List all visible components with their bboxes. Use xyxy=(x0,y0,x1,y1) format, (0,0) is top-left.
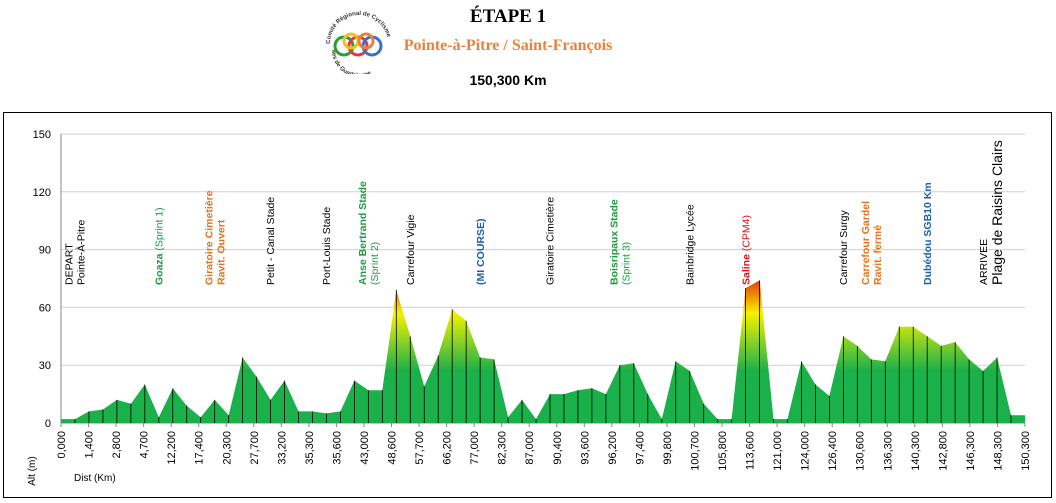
waypoint-label: Port-Louis Stade xyxy=(321,207,333,285)
y-tick-label: 0 xyxy=(45,418,51,430)
x-tick-label: 146,300 xyxy=(965,431,977,471)
x-tick-label: 130,600 xyxy=(855,431,867,471)
x-tick-label: 33,200 xyxy=(276,431,288,465)
x-tick-label: 136,300 xyxy=(882,431,894,471)
y-tick-label: 30 xyxy=(39,360,51,372)
x-tick-label: 126,400 xyxy=(827,431,839,471)
x-tick-label: 105,800 xyxy=(717,431,729,471)
waypoint-label: Boisripaux Stade xyxy=(609,199,621,285)
x-tick-label: 96,200 xyxy=(607,431,619,465)
x-axis-label: Dist (Km) xyxy=(74,473,116,484)
profile-chart-frame: 0 30 60 90 120 150 0,000 1,400 2,800 4,700 12,200 1… xyxy=(3,112,1052,498)
stage-title: ÉTAPE 1 xyxy=(469,6,547,27)
waypoint-label: Carrefour Surgy xyxy=(838,210,850,285)
y-axis-label: Alt (m) xyxy=(27,456,38,485)
x-tick-label: 90,400 xyxy=(552,431,564,465)
x-tick-label: 148,300 xyxy=(992,431,1004,471)
x-tick-label: 113,600 xyxy=(745,431,757,470)
header: Comité Régional de Cyclisme Îles de Guad… xyxy=(0,0,1056,110)
x-tick-label: 4,700 xyxy=(139,431,151,459)
waypoint-label: Pointe-À-Pitre xyxy=(75,219,88,285)
waypoint-label: Bainbridge Lycée xyxy=(684,204,696,285)
waypoint-label: Carrefour Vigie xyxy=(405,214,417,285)
x-tick-label: 35,600 xyxy=(331,431,343,465)
x-tick-label: 20,300 xyxy=(221,431,233,465)
x-tick-label: 140,300 xyxy=(910,431,922,471)
x-tick-label: 17,400 xyxy=(194,431,206,465)
federation-logo: Comité Régional de Cyclisme Îles de Guad… xyxy=(326,11,391,74)
waypoint-label: Giratoire Cimetière xyxy=(203,190,215,285)
y-tick-label: 90 xyxy=(39,245,51,257)
x-tick-label: 12,200 xyxy=(166,431,178,465)
x-tick-label: 35,300 xyxy=(304,431,316,465)
x-tick-label: 77,000 xyxy=(469,431,481,465)
x-tick-label: 48,600 xyxy=(387,431,399,465)
waypoint-label: Giratoire Cimetière xyxy=(545,197,557,285)
x-tick-label: 82,300 xyxy=(497,431,509,465)
x-tick-label: 43,000 xyxy=(359,431,371,465)
waypoint-label: Anse Bertrand Stade xyxy=(357,181,369,285)
elevation-profile-chart: 0 30 60 90 120 150 0,000 1,400 2,800 4,700 12,200 1… xyxy=(27,129,1032,486)
x-tick-label: 142,800 xyxy=(937,431,949,471)
waypoint-label: Saline (CPM4) xyxy=(740,215,752,285)
waypoint-label: Plage de Raisins Clairs xyxy=(989,140,1005,285)
waypoint-label: (Sprint 3) xyxy=(621,242,633,285)
x-tick-label: 99,800 xyxy=(662,431,674,465)
x-tick-label: 57,700 xyxy=(414,431,426,465)
y-tick-label: 120 xyxy=(33,187,51,199)
waypoint-label: (Sprint 2) xyxy=(369,242,381,285)
elevation-area xyxy=(61,280,1025,423)
waypoint-label: Ravit. fermé xyxy=(872,225,884,285)
x-tick-label: 1,400 xyxy=(84,431,96,459)
x-tick-label: 93,600 xyxy=(579,431,591,465)
waypoint-label: Goaza (Sprint 1) xyxy=(153,207,165,285)
stage-distance: 150,300 Km xyxy=(469,72,547,88)
waypoint-label: Carrefour Gardel xyxy=(860,201,872,285)
x-tick-label: 66,200 xyxy=(442,431,454,465)
waypoint-label: DEPART xyxy=(64,243,76,285)
waypoint-label: ARRIVEE xyxy=(978,239,990,285)
x-tick-label: 2,800 xyxy=(111,431,123,459)
x-tick-label: 150,300 xyxy=(1020,431,1032,471)
x-tick-label: 0,000 xyxy=(56,431,68,459)
x-tick-label: 87,000 xyxy=(524,431,536,465)
stage-route: Pointe-à-Pitre / Saint-François xyxy=(403,37,613,54)
waypoint-label: Dubédou SGB10 Km xyxy=(922,182,934,285)
x-tick-label: 121,000 xyxy=(772,431,784,471)
y-tick-label: 150 xyxy=(33,129,51,141)
x-tick-label: 97,400 xyxy=(634,431,646,465)
x-tick-label: 27,700 xyxy=(249,431,261,465)
waypoint-label: (MI COURSE) xyxy=(475,219,487,286)
waypoint-label: Ravit. Ouvert xyxy=(215,219,227,285)
x-tick-label: 124,000 xyxy=(800,431,812,471)
waypoint-label: Petit - Canal Stade xyxy=(265,197,277,285)
y-tick-label: 60 xyxy=(39,302,51,314)
x-tick-label: 100,700 xyxy=(689,431,701,471)
